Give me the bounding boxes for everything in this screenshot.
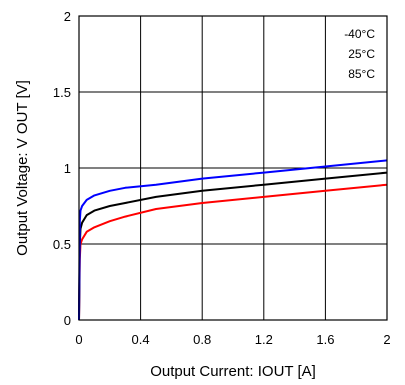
legend: -40°C 25°C 85°C [344,27,375,81]
y-tick-label-2: 1 [64,161,71,176]
x-tick-label-2: 0.8 [193,332,211,347]
series-line-2 [78,159,388,321]
x-tick-label-5: 2 [383,332,390,347]
plot-frame [78,15,388,321]
x-axis-title: Output Current: IOUT [A] [150,363,316,380]
x-tick-label-3: 1.2 [255,332,273,347]
series-line-0 [78,183,388,321]
legend-label-2: 85°C [348,67,375,81]
y-tick-label-0: 0 [64,313,71,328]
x-tick-labels: 0 0.4 0.8 1.2 1.6 2 [75,332,390,347]
series-line-1 [78,171,388,321]
y-tick-label-4: 2 [64,9,71,24]
x-tick-label-4: 1.6 [316,332,334,347]
y-tick-label-1: 0.5 [53,237,71,252]
y-tick-labels: 0 0.5 1 1.5 2 [53,9,71,328]
grid [78,15,388,321]
legend-label-1: 25°C [348,47,375,61]
series-layer [78,159,388,321]
y-axis-title: Output Voltage: V OUT [V] [14,80,31,256]
x-tick-label-0: 0 [75,332,82,347]
x-tick-label-1: 0.4 [132,332,150,347]
legend-label-0: -40°C [344,27,375,41]
y-tick-label-3: 1.5 [53,85,71,100]
